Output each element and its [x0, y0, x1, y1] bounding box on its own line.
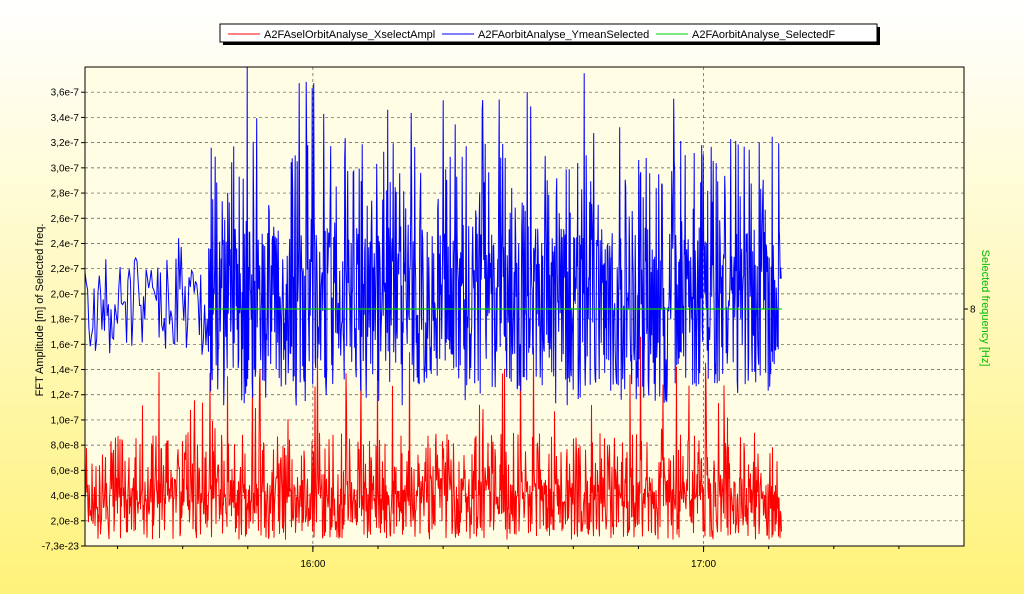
y-tick-label: -7,3e-23	[42, 542, 80, 553]
y-tick-label: 2,6e-7	[51, 214, 80, 225]
y-tick-label: 1,0e-7	[51, 415, 80, 426]
y-tick-label: 2,2e-7	[51, 264, 80, 275]
y-tick-label: 1,8e-7	[51, 315, 80, 326]
y-tick-label: 4,0e-8	[51, 491, 80, 502]
y2-axis-title: Selected frequency [Hz]	[979, 250, 991, 367]
y-tick-label: 1,6e-7	[51, 340, 80, 351]
x-tick-label: 17:00	[691, 559, 716, 570]
y2-axis-ticks: 8	[964, 305, 976, 316]
x-tick-label: 16:00	[300, 559, 325, 570]
y-tick-label: 1,4e-7	[51, 365, 80, 376]
y-tick-label: 1,2e-7	[51, 390, 80, 401]
y-tick-label: 3,0e-7	[51, 163, 80, 174]
y-tick-label: 2,0e-8	[51, 516, 80, 527]
legend-box	[219, 23, 878, 43]
y-tick-label: 6,0e-8	[51, 466, 80, 477]
y-tick-label: 3,2e-7	[51, 138, 80, 149]
plot-border	[84, 66, 965, 547]
y2-tick-label: 8	[970, 305, 976, 316]
legend-label-selectedf: A2FAorbitAnalyse_SelectedF	[692, 29, 835, 41]
y-tick-label: 2,4e-7	[51, 239, 80, 250]
legend: A2FAselOrbitAnalyse_XselectAmpl A2FAorbi…	[219, 23, 880, 45]
y-tick-label: 3,6e-7	[51, 88, 80, 99]
series-xselectampl-line	[84, 336, 782, 540]
series-ymeanselected-line	[84, 67, 782, 406]
legend-label-ymeanselected: A2FAorbitAnalyse_YmeanSelected	[478, 29, 649, 41]
series-layer	[84, 67, 782, 540]
y-axis-title: FFT Amplitude [m] of Selected freq.	[34, 224, 46, 397]
legend-label-xselectampl: A2FAselOrbitAnalyse_XselectAmpl	[264, 29, 435, 41]
x-axis-ticks: 16:00 17:00	[117, 546, 900, 570]
y-tick-label: 3,4e-7	[51, 113, 80, 124]
plot-frame	[84, 66, 965, 547]
y-tick-label: 2,0e-7	[51, 289, 80, 300]
y-tick-label: 2,8e-7	[51, 189, 80, 200]
y-tick-label: 8,0e-8	[51, 441, 80, 452]
y-axis-ticks: -7,3e-23 2,0e-8 4,0e-8 6,0e-8 8,0e-8 1,0e-7 1,…	[42, 88, 85, 553]
